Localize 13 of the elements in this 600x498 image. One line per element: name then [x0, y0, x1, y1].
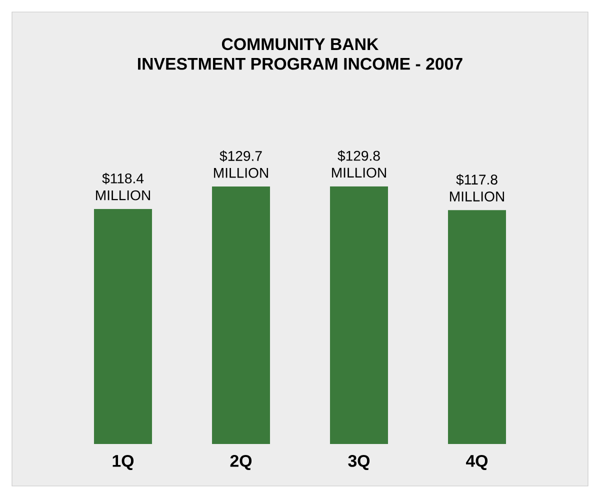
x-tick-label: 1Q — [112, 454, 134, 470]
x-tick-label: 2Q — [230, 454, 252, 470]
bar — [94, 208, 152, 444]
chart-title: COMMUNITY BANK INVESTMENT PROGRAM INCOME - 2007 — [138, 38, 462, 70]
x-tick-label: 4Q — [466, 454, 488, 470]
bar — [448, 210, 506, 444]
data-label: $129.8 MILLION — [332, 150, 386, 178]
data-label: $117.8 MILLION — [450, 174, 504, 202]
bar — [212, 186, 270, 444]
data-label: $118.4 MILLION — [96, 172, 150, 200]
bar — [330, 186, 388, 444]
x-tick-label: 3Q — [348, 454, 370, 470]
data-label: $129.7 MILLION — [214, 150, 268, 178]
